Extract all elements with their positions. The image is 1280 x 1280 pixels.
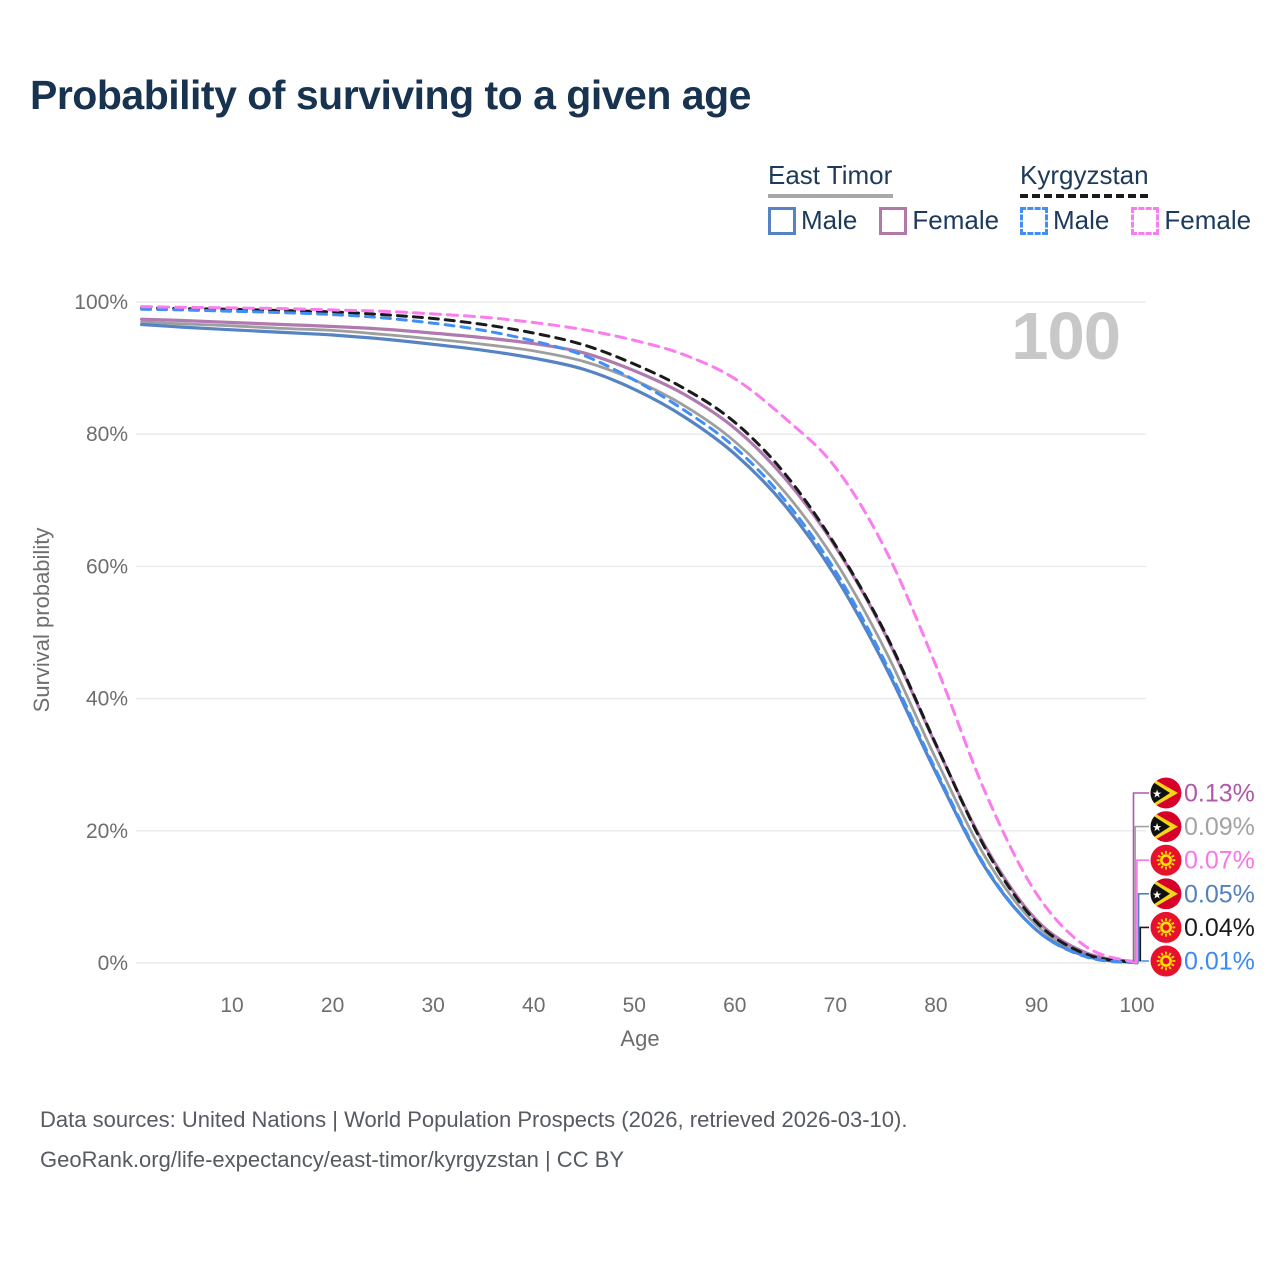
series-kyrgyzstan-total-line[interactable]	[140, 306, 1139, 965]
series-east-timor-male-line[interactable]	[140, 322, 1139, 965]
legend-underline-solid	[768, 194, 893, 198]
x-tick-label: 20	[321, 994, 344, 1017]
data-sources-text: Data sources: United Nations | World Pop…	[40, 1107, 908, 1132]
end-label-connector	[1132, 792, 1149, 962]
legend-label: Female	[1164, 205, 1252, 235]
legend-label: Male	[1053, 205, 1110, 235]
series-kyrgyzstan-male-line[interactable]	[140, 307, 1139, 965]
y-tick-label: 100%	[74, 291, 128, 314]
svg-text:★: ★	[1152, 822, 1162, 834]
end-label-value: 0.09%	[1184, 813, 1255, 841]
x-tick-label: 10	[220, 994, 243, 1017]
end-label-value: 0.07%	[1184, 847, 1255, 875]
end-label-connector	[1137, 893, 1149, 962]
kyrgyzstan-flag-icon	[1150, 844, 1182, 876]
gridlines: 100% 80% 60% 40% 20% 0%	[74, 291, 1146, 975]
east-timor-female-swatch-icon	[879, 206, 908, 235]
x-tick-label: 30	[421, 994, 444, 1017]
kyrgyzstan-male-swatch-icon	[1020, 206, 1048, 235]
kyrgyzstan-female-swatch-icon	[1131, 206, 1160, 235]
x-tick-label: 80	[924, 994, 947, 1017]
svg-text:★: ★	[1152, 789, 1162, 801]
svg-text:★: ★	[1152, 889, 1162, 901]
east-timor-flag-icon: ★	[1150, 811, 1182, 843]
x-tick-label: 90	[1025, 994, 1048, 1017]
hover-age-watermark: 100	[1011, 299, 1121, 374]
end-label-value: 0.05%	[1184, 880, 1255, 908]
georank-url-text: GeoRank.org/life-expectancy/east-timor/k…	[40, 1147, 625, 1172]
end-label-value: 0.01%	[1184, 948, 1255, 976]
end-label-connector	[1141, 960, 1149, 962]
end-label-connector	[1139, 926, 1149, 962]
legend-item-kyrgyzstan-male[interactable]: Male	[1020, 205, 1109, 236]
end-label-value: 0.13%	[1184, 780, 1255, 808]
legend-underline-dashed	[1020, 194, 1148, 198]
east-timor-flag-icon: ★	[1150, 777, 1182, 809]
y-tick-label: 20%	[86, 820, 128, 843]
x-tick-label: 50	[623, 994, 646, 1017]
end-label-connector	[1134, 825, 1149, 962]
kyrgyzstan-flag-icon	[1150, 911, 1182, 943]
east-timor-flag-icon: ★	[1150, 878, 1182, 910]
series-east-timor-total-line[interactable]	[140, 320, 1139, 964]
footer: Data sources: United Nations | World Pop…	[40, 1100, 1240, 1180]
y-tick-label: 80%	[86, 423, 128, 446]
y-tick-label: 60%	[86, 555, 128, 578]
legend-label: Female	[912, 205, 1000, 235]
kyrgyzstan-flag-icon	[1150, 945, 1182, 977]
x-tick-label: 40	[522, 994, 545, 1017]
series-lines	[140, 305, 1139, 965]
x-axis-title: Age	[620, 1026, 659, 1051]
x-tick-label: 60	[723, 994, 746, 1017]
legend-group-kyrgyzstan: Kyrgyzstan Male Female	[1020, 160, 1273, 236]
legend-item-east-timor-female[interactable]: Female	[879, 205, 999, 236]
end-label-value: 0.04%	[1184, 914, 1255, 942]
legend: East Timor Male Female Kyrgyzstan Male F…	[0, 160, 1280, 240]
east-timor-male-swatch-icon	[768, 206, 796, 235]
legend-group-east-timor: East Timor Male Female	[768, 160, 1021, 236]
legend-item-east-timor-male[interactable]: Male	[768, 205, 857, 236]
y-tick-label: 40%	[86, 688, 128, 711]
y-tick-label: 0%	[98, 952, 128, 975]
legend-label: Male	[801, 205, 858, 235]
legend-country-kyrgyzstan[interactable]: Kyrgyzstan	[1020, 160, 1149, 190]
page-title: Probability of surviving to a given age	[30, 72, 751, 118]
end-labels: ★ 0.13% ★ 0.09% 0.07% ★ 0.05% 0.04% 0.01%	[1132, 777, 1255, 977]
x-tick-label: 70	[824, 994, 847, 1017]
legend-item-kyrgyzstan-female[interactable]: Female	[1131, 205, 1251, 236]
series-kyrgyzstan-female-line[interactable]	[140, 305, 1139, 964]
legend-country-east-timor[interactable]: East Timor	[768, 160, 893, 190]
end-label-connector	[1136, 859, 1149, 962]
x-tick-label: 100	[1119, 994, 1154, 1017]
